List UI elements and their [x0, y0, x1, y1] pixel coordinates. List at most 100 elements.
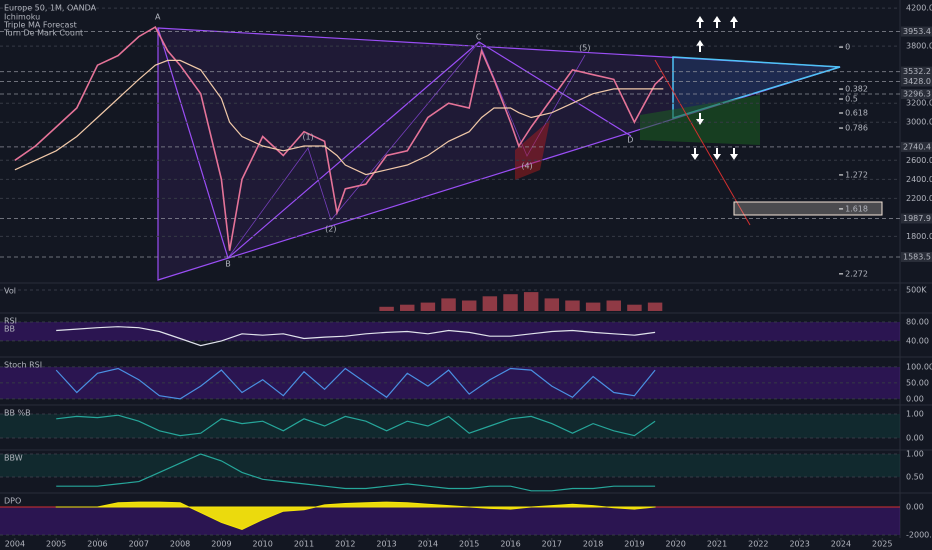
y-tick-label: 0.00	[906, 503, 924, 512]
panel-title: BBW	[4, 454, 23, 463]
x-tick-label: 2008	[170, 540, 190, 549]
panel-title: Europe 50, 1M, OANDA	[4, 4, 97, 13]
volume-bar	[523, 292, 539, 311]
projection-line	[654, 59, 751, 226]
target-box	[733, 201, 883, 216]
y-tick-label: 4200.0	[906, 4, 932, 13]
x-tick-label: 2021	[707, 540, 727, 549]
y-tick-label: 100.00	[906, 362, 932, 371]
panel-title: Vol	[4, 287, 16, 296]
panel-title: Stoch RSI	[4, 361, 42, 370]
fib-label: 0	[845, 43, 850, 52]
y-tick-label: 3200.0	[906, 99, 932, 108]
x-tick-label: 2023	[789, 540, 809, 549]
y-tick-label: -2000.00	[906, 531, 932, 540]
y-tick-label: 1.00	[906, 450, 924, 459]
volume-bar	[461, 300, 477, 311]
indicator-name: Triple MA Forecast	[3, 21, 77, 30]
series-line	[56, 414, 656, 437]
volume-bar	[585, 302, 601, 311]
price-label: 3428.0	[903, 77, 931, 86]
price-label-box	[901, 141, 932, 152]
volume-bar	[627, 304, 642, 311]
panel-title: BB %B	[4, 409, 31, 418]
x-tick-label: 2014	[418, 540, 438, 549]
price-label: 1583.5	[903, 252, 931, 261]
x-tick-label: 2006	[87, 540, 107, 549]
volume-bar	[379, 306, 394, 311]
price-label-box	[901, 76, 932, 87]
volume-bar	[441, 298, 456, 311]
price-label-box	[901, 89, 932, 100]
x-tick-label: 2020	[666, 540, 686, 549]
price-label-box	[901, 66, 932, 77]
indicator-band	[0, 321, 900, 341]
x-tick-label: 2009	[211, 540, 231, 549]
y-tick-label: 2200.0	[906, 194, 932, 203]
x-tick-label: 2016	[500, 540, 520, 549]
y-tick-label: 1.00	[906, 410, 924, 419]
wave-label: (1)	[302, 132, 313, 141]
volume-bar	[503, 294, 518, 311]
drawings	[157, 16, 883, 281]
x-tick-label: 2019	[624, 540, 644, 549]
fib-label: 2.272	[845, 269, 868, 278]
series-line	[56, 326, 656, 347]
volume-bar	[606, 300, 621, 311]
x-tick-label: 2018	[583, 540, 603, 549]
volume-bar	[420, 302, 436, 311]
wave-label: D	[627, 136, 633, 145]
x-tick-label: 2010	[253, 540, 273, 549]
fib-label: 0.382	[845, 85, 868, 94]
x-tick-label: 2005	[46, 540, 66, 549]
wave-label: (4)	[521, 161, 532, 170]
price-label: 3532.2	[903, 67, 931, 76]
series-line	[55, 367, 656, 400]
triangle	[157, 27, 841, 281]
x-tick-label: 2013	[376, 540, 396, 549]
price-label-box	[901, 213, 932, 224]
arrows	[691, 16, 738, 160]
y-tick-label: 50.00	[906, 378, 929, 387]
fib-label: 0.786	[845, 124, 868, 133]
indicator-band	[0, 454, 900, 477]
y-tick-label: 1800.0	[906, 232, 932, 241]
x-tick-label: 2007	[129, 540, 149, 549]
y-tick-label: 500K	[906, 286, 927, 295]
wave-label: C	[476, 33, 482, 42]
wave-lines	[227, 41, 586, 259]
price-label: 3296.3	[903, 90, 931, 99]
price-label: 2740.4	[903, 142, 931, 151]
wave-label: (2)	[325, 224, 336, 233]
fib-label: 1.272	[845, 170, 868, 179]
fib-label: 1.618	[845, 204, 868, 213]
abcd-pattern	[157, 27, 632, 260]
y-tick-label: 40.00	[906, 336, 929, 345]
fib-label: 0.5	[845, 95, 858, 104]
fib-label: 0.618	[845, 109, 868, 118]
price-label-box	[901, 251, 932, 262]
y-tick-label: 2600.0	[906, 156, 932, 165]
y-tick-label: 0.00	[906, 434, 924, 443]
x-tick-label: 2011	[294, 540, 314, 549]
volume-bar	[400, 304, 415, 311]
y-tick-label: 0.50	[906, 472, 924, 481]
series-line	[14, 59, 664, 176]
panel-title: RSI	[4, 317, 17, 326]
wave-label: (5)	[579, 44, 590, 53]
y-tick-label: 2400.0	[906, 175, 932, 184]
y-tick-label: 3000.0	[906, 118, 932, 127]
panel-title: DPO	[4, 497, 21, 506]
y-tick-label: 3800.0	[906, 42, 932, 51]
wave-label: A	[155, 13, 161, 22]
indicator-band	[0, 507, 900, 536]
series-line	[56, 453, 656, 492]
volume-bar	[565, 300, 580, 311]
panel-annotation: BB	[4, 325, 15, 334]
price-label: 3953.4	[903, 27, 931, 36]
wave-label: B	[225, 259, 231, 268]
indicator-name: Turn De Mark Count	[3, 29, 83, 38]
cloud-red	[515, 120, 550, 180]
y-tick-label: 0.00	[906, 394, 924, 403]
